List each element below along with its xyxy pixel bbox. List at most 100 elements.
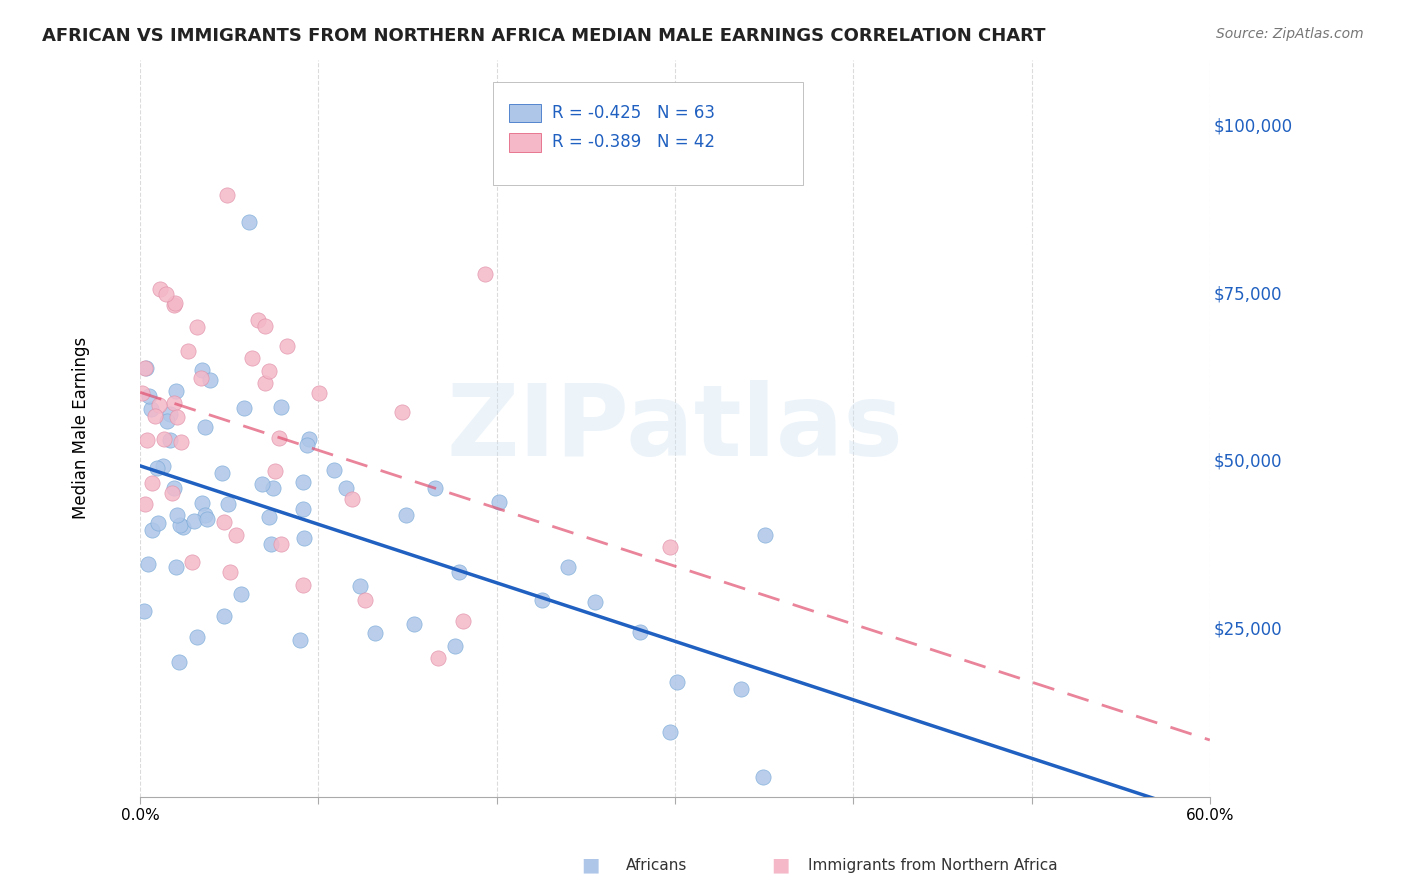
Point	[288, 632, 311, 647]
Point	[194, 508, 217, 523]
Point	[423, 481, 446, 495]
Text: R = -0.389   N = 42: R = -0.389 N = 42	[553, 133, 716, 151]
Point	[628, 625, 651, 640]
Point	[342, 491, 364, 506]
Point	[308, 385, 330, 400]
Point	[186, 320, 208, 334]
Point	[240, 351, 263, 366]
Point	[451, 614, 474, 628]
Point	[530, 593, 553, 607]
Text: Africans: Africans	[626, 858, 688, 872]
Text: $75,000: $75,000	[1213, 285, 1282, 303]
Point	[141, 523, 163, 537]
Point	[276, 339, 298, 353]
Point	[262, 481, 284, 495]
Point	[186, 630, 208, 644]
Point	[138, 389, 160, 403]
Point	[148, 398, 170, 412]
Point	[354, 593, 377, 607]
Point	[134, 497, 156, 511]
Point	[153, 432, 176, 446]
Point	[443, 640, 465, 654]
Text: Immigrants from Northern Africa: Immigrants from Northern Africa	[808, 858, 1059, 872]
Point	[156, 414, 179, 428]
Point	[232, 401, 254, 416]
Point	[194, 419, 217, 434]
Point	[730, 682, 752, 697]
Point	[195, 512, 218, 526]
Point	[170, 434, 193, 449]
Text: $100,000: $100,000	[1213, 118, 1292, 136]
Point	[191, 363, 214, 377]
Text: ■: ■	[770, 855, 790, 875]
Point	[270, 536, 292, 550]
Point	[163, 395, 186, 409]
Point	[139, 402, 162, 417]
Point	[217, 188, 239, 202]
Point	[181, 555, 204, 569]
Point	[395, 508, 418, 522]
Point	[134, 360, 156, 375]
Point	[291, 501, 314, 516]
Point	[291, 578, 314, 592]
Point	[149, 282, 172, 296]
Point	[190, 371, 212, 385]
Point	[269, 430, 291, 444]
Point	[404, 617, 426, 632]
Point	[138, 557, 160, 571]
Point	[583, 595, 606, 609]
Point	[238, 215, 260, 229]
Point	[295, 437, 318, 451]
Point	[246, 313, 269, 327]
Point	[292, 531, 315, 545]
Text: ■: ■	[581, 855, 600, 875]
Point	[163, 295, 186, 310]
Point	[155, 287, 177, 301]
Point	[166, 508, 188, 523]
Point	[145, 460, 167, 475]
Point	[322, 463, 344, 477]
Point	[752, 770, 775, 784]
Point	[135, 360, 157, 375]
Point	[211, 466, 233, 480]
Point	[148, 516, 170, 530]
Point	[447, 565, 470, 579]
Point	[754, 528, 776, 542]
Text: $25,000: $25,000	[1213, 620, 1282, 638]
Point	[141, 476, 163, 491]
Point	[250, 477, 273, 491]
Point	[254, 376, 277, 391]
Text: Median Male Earnings: Median Male Earnings	[72, 337, 90, 519]
Point	[177, 343, 200, 358]
Point	[183, 514, 205, 528]
Point	[658, 541, 681, 555]
Point	[159, 433, 181, 447]
Point	[557, 560, 579, 574]
Point	[298, 432, 321, 446]
Point	[665, 675, 688, 690]
Text: AFRICAN VS IMMIGRANTS FROM NORTHERN AFRICA MEDIAN MALE EARNINGS CORRELATION CHAR: AFRICAN VS IMMIGRANTS FROM NORTHERN AFRI…	[42, 27, 1046, 45]
Point	[263, 464, 285, 478]
Point	[291, 475, 314, 489]
Text: Source: ZipAtlas.com: Source: ZipAtlas.com	[1216, 27, 1364, 41]
Point	[260, 537, 283, 551]
Point	[259, 364, 281, 378]
Point	[190, 496, 212, 510]
Point	[474, 267, 496, 281]
Point	[167, 656, 190, 670]
Point	[165, 559, 187, 574]
FancyBboxPatch shape	[494, 82, 803, 185]
Point	[225, 527, 247, 541]
Point	[349, 579, 371, 593]
Point	[143, 409, 166, 423]
Point	[166, 409, 188, 424]
Point	[253, 319, 276, 334]
Point	[132, 604, 155, 618]
Point	[152, 458, 174, 473]
Point	[427, 650, 450, 665]
Point	[488, 495, 510, 509]
Point	[169, 518, 191, 533]
Point	[165, 384, 187, 398]
Point	[659, 725, 682, 739]
Point	[135, 434, 157, 448]
